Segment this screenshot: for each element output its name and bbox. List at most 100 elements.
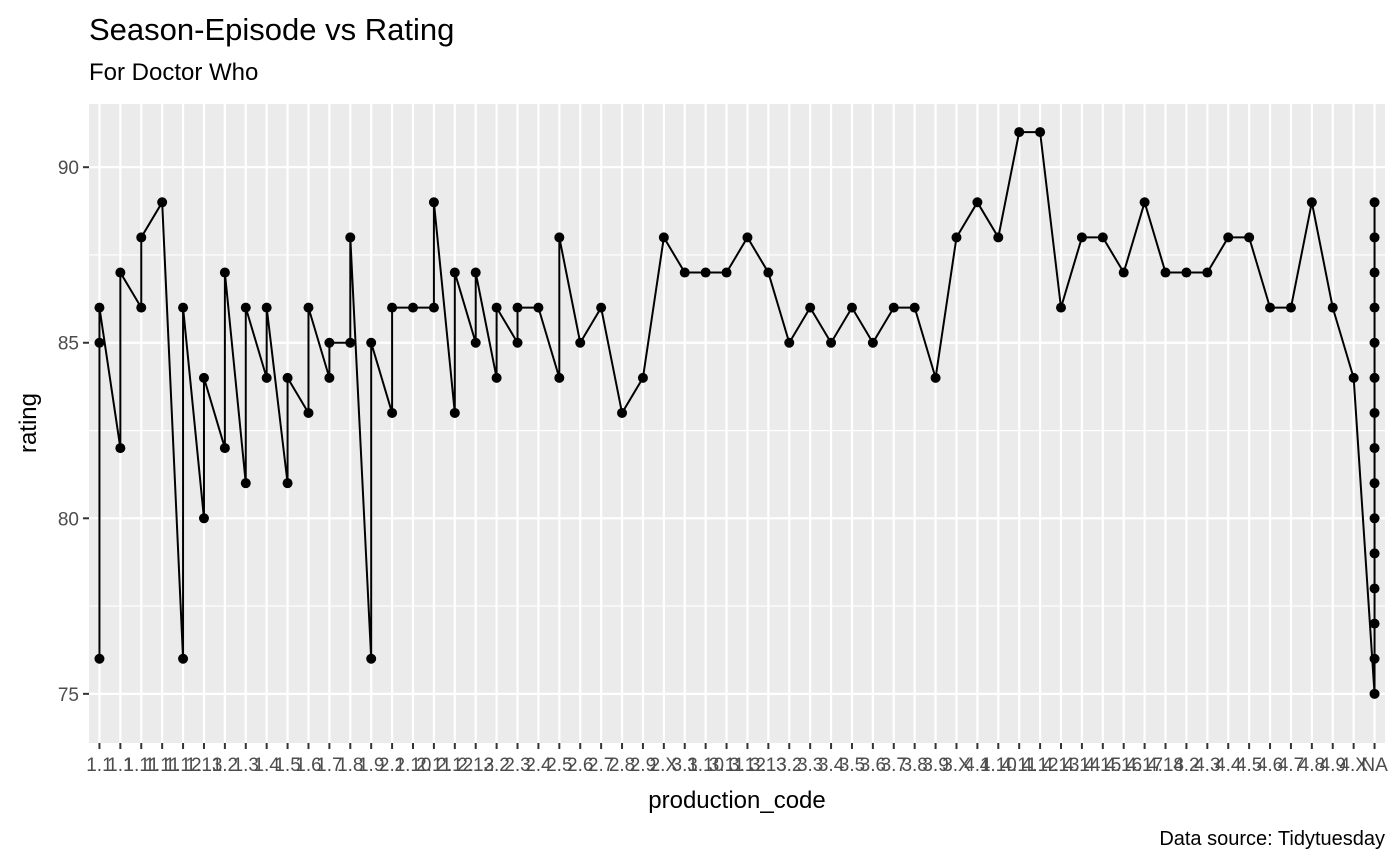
data-point	[1097, 232, 1108, 243]
x-tick-label: 2.9	[630, 755, 656, 776]
x-tick-label: 1.8	[337, 755, 363, 776]
data-point	[1369, 372, 1380, 383]
x-axis: 1.11.11.111.111.121.131.21.31.41.51.61.7…	[86, 743, 1388, 776]
data-point	[1306, 197, 1317, 208]
data-point	[282, 478, 293, 489]
x-tick-label: 1.13	[185, 755, 222, 776]
x-tick-label: 2.4	[525, 755, 552, 776]
x-tick-label: 4.13	[1043, 755, 1080, 776]
data-point	[1369, 232, 1380, 243]
data-point	[408, 302, 418, 313]
x-tick-label: 3.6	[860, 755, 886, 776]
data-point	[428, 197, 439, 208]
data-point	[700, 267, 711, 278]
data-point	[1369, 478, 1380, 489]
x-tick-label: 1.1	[86, 755, 112, 776]
data-point	[178, 302, 189, 313]
data-point	[1244, 232, 1255, 243]
data-point	[94, 302, 105, 313]
data-point	[867, 337, 878, 348]
x-tick-label: 1.6	[295, 755, 321, 776]
x-tick-label: 1.4	[253, 755, 280, 776]
data-point	[888, 302, 899, 313]
data-point	[1223, 232, 1234, 243]
x-tick-label: 4.2	[1173, 755, 1199, 776]
x-tick-label: 1.12	[165, 755, 202, 776]
data-point	[512, 337, 523, 348]
x-tick-label: 4.8	[1299, 755, 1325, 776]
data-point	[658, 232, 669, 243]
x-tick-label: 3.7	[881, 755, 907, 776]
data-point	[282, 372, 293, 383]
data-point	[470, 267, 481, 278]
data-point	[1348, 372, 1359, 383]
data-point	[1014, 127, 1025, 138]
data-point	[1076, 232, 1087, 243]
data-point	[1285, 302, 1296, 313]
x-tick-label: 3.3	[797, 755, 823, 776]
x-tick-label: 1.11	[123, 755, 159, 776]
x-tick-label: 4.17	[1126, 755, 1163, 776]
x-tick-label: 1.2	[212, 755, 238, 776]
data-point	[387, 302, 398, 313]
data-point	[324, 372, 335, 383]
x-tick-label: 1.11	[144, 755, 180, 776]
x-tick-label: 2.1	[379, 755, 405, 776]
data-point	[1369, 407, 1380, 418]
data-point	[1369, 688, 1380, 699]
data-point	[449, 407, 460, 418]
x-tick-label: 3.10	[687, 755, 724, 776]
data-point	[909, 302, 920, 313]
x-tick-label: 4.3	[1194, 755, 1220, 776]
x-tick-label: 1.1	[107, 755, 133, 776]
data-point	[1327, 302, 1338, 313]
chart-caption: Data source: Tidytuesday	[1159, 828, 1385, 850]
x-tick-label: 2.2	[483, 755, 509, 776]
data-point	[1265, 302, 1276, 313]
data-point	[805, 302, 816, 313]
data-point	[1369, 583, 1380, 594]
data-point	[1035, 127, 1046, 138]
x-tick-label: 1.5	[274, 755, 300, 776]
data-point	[1160, 267, 1171, 278]
data-point	[470, 337, 481, 348]
data-point	[303, 302, 314, 313]
x-tick-label: NA	[1361, 755, 1388, 776]
x-tick-label: 4.11	[1001, 755, 1037, 776]
data-point	[94, 653, 105, 664]
data-point	[345, 337, 356, 348]
data-point	[261, 372, 272, 383]
x-tick-label: 2.3	[504, 755, 530, 776]
data-point	[324, 337, 335, 348]
data-point	[136, 232, 147, 243]
data-point	[491, 372, 502, 383]
data-point	[784, 337, 795, 348]
y-tick-label: 80	[58, 509, 79, 530]
x-tick-label: 3.12	[729, 755, 766, 776]
data-point	[219, 443, 230, 454]
data-point	[1369, 267, 1380, 278]
chart-subtitle: For Doctor Who	[89, 59, 258, 86]
data-point	[261, 302, 272, 313]
x-tick-label: 3.13	[750, 755, 787, 776]
y-axis: 75 80 85 90	[58, 158, 89, 706]
data-point	[554, 232, 565, 243]
data-point	[846, 302, 857, 313]
data-point	[1118, 267, 1129, 278]
data-point	[428, 302, 439, 313]
data-point	[240, 302, 251, 313]
data-point	[240, 478, 251, 489]
plot-panel	[89, 104, 1385, 743]
data-point	[512, 302, 523, 313]
data-point	[1202, 267, 1213, 278]
data-point	[637, 372, 648, 383]
x-tick-label: 2.5	[546, 755, 572, 776]
x-tick-label: 2.6	[567, 755, 593, 776]
data-point	[387, 407, 398, 418]
data-point	[1056, 302, 1066, 313]
x-tick-label: 2.12	[436, 755, 473, 776]
x-tick-label: 4.18	[1147, 755, 1184, 776]
data-point	[1369, 443, 1380, 454]
x-tick-label: 2.7	[588, 755, 614, 776]
